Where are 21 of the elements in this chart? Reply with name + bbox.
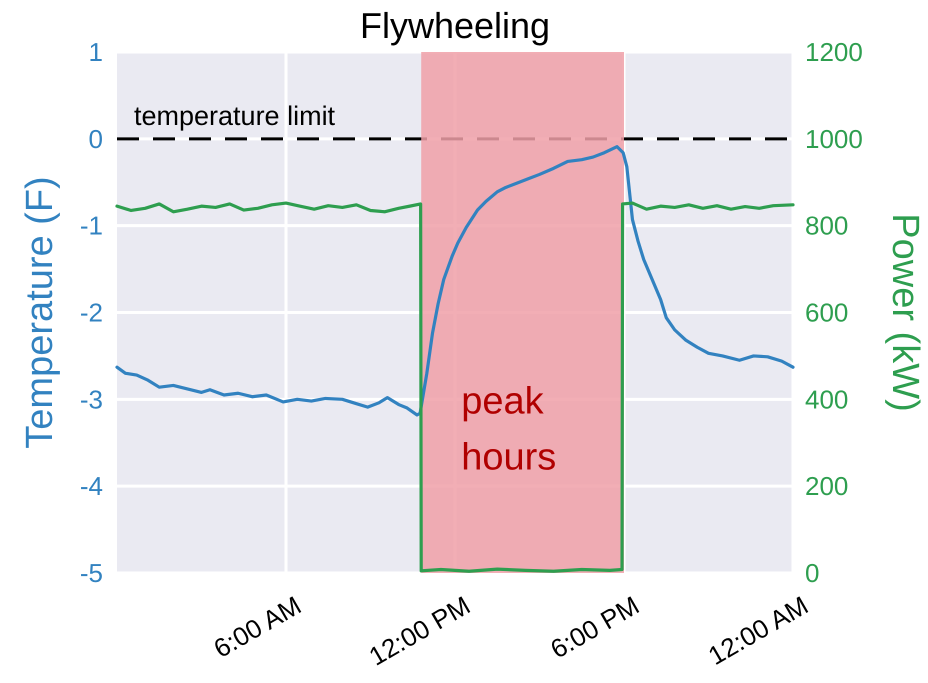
x-tick-label: 6:00 AM xyxy=(208,590,306,664)
y2-axis-title: Power (kW) xyxy=(884,213,926,412)
y2-tick-label: 600 xyxy=(805,298,848,328)
y-tick-label: -4 xyxy=(80,471,103,502)
y2-tick-label: 400 xyxy=(805,384,848,414)
x-tick-label: 6:00 PM xyxy=(545,590,644,664)
y2-tick-label: 0 xyxy=(805,558,820,588)
y-tick-label: -5 xyxy=(80,558,103,588)
y2-tick-label: 1000 xyxy=(805,124,863,154)
y-tick-label: -3 xyxy=(80,384,103,414)
y-tick-label: -2 xyxy=(80,298,103,328)
chart-title: Flywheeling xyxy=(360,5,550,46)
y-tick-label: 1 xyxy=(88,37,103,67)
y2-tick-label: 200 xyxy=(805,471,848,502)
y-tick-label: 0 xyxy=(88,124,103,154)
y2-tick-label: 1200 xyxy=(805,37,863,67)
ref-line-label: temperature limit xyxy=(134,100,336,131)
y-axis-title: Temperature (F) xyxy=(19,176,61,449)
y2-tick-label: 800 xyxy=(805,210,848,241)
y-tick-label: -1 xyxy=(80,210,103,241)
band-label: peak hours xyxy=(461,380,556,478)
